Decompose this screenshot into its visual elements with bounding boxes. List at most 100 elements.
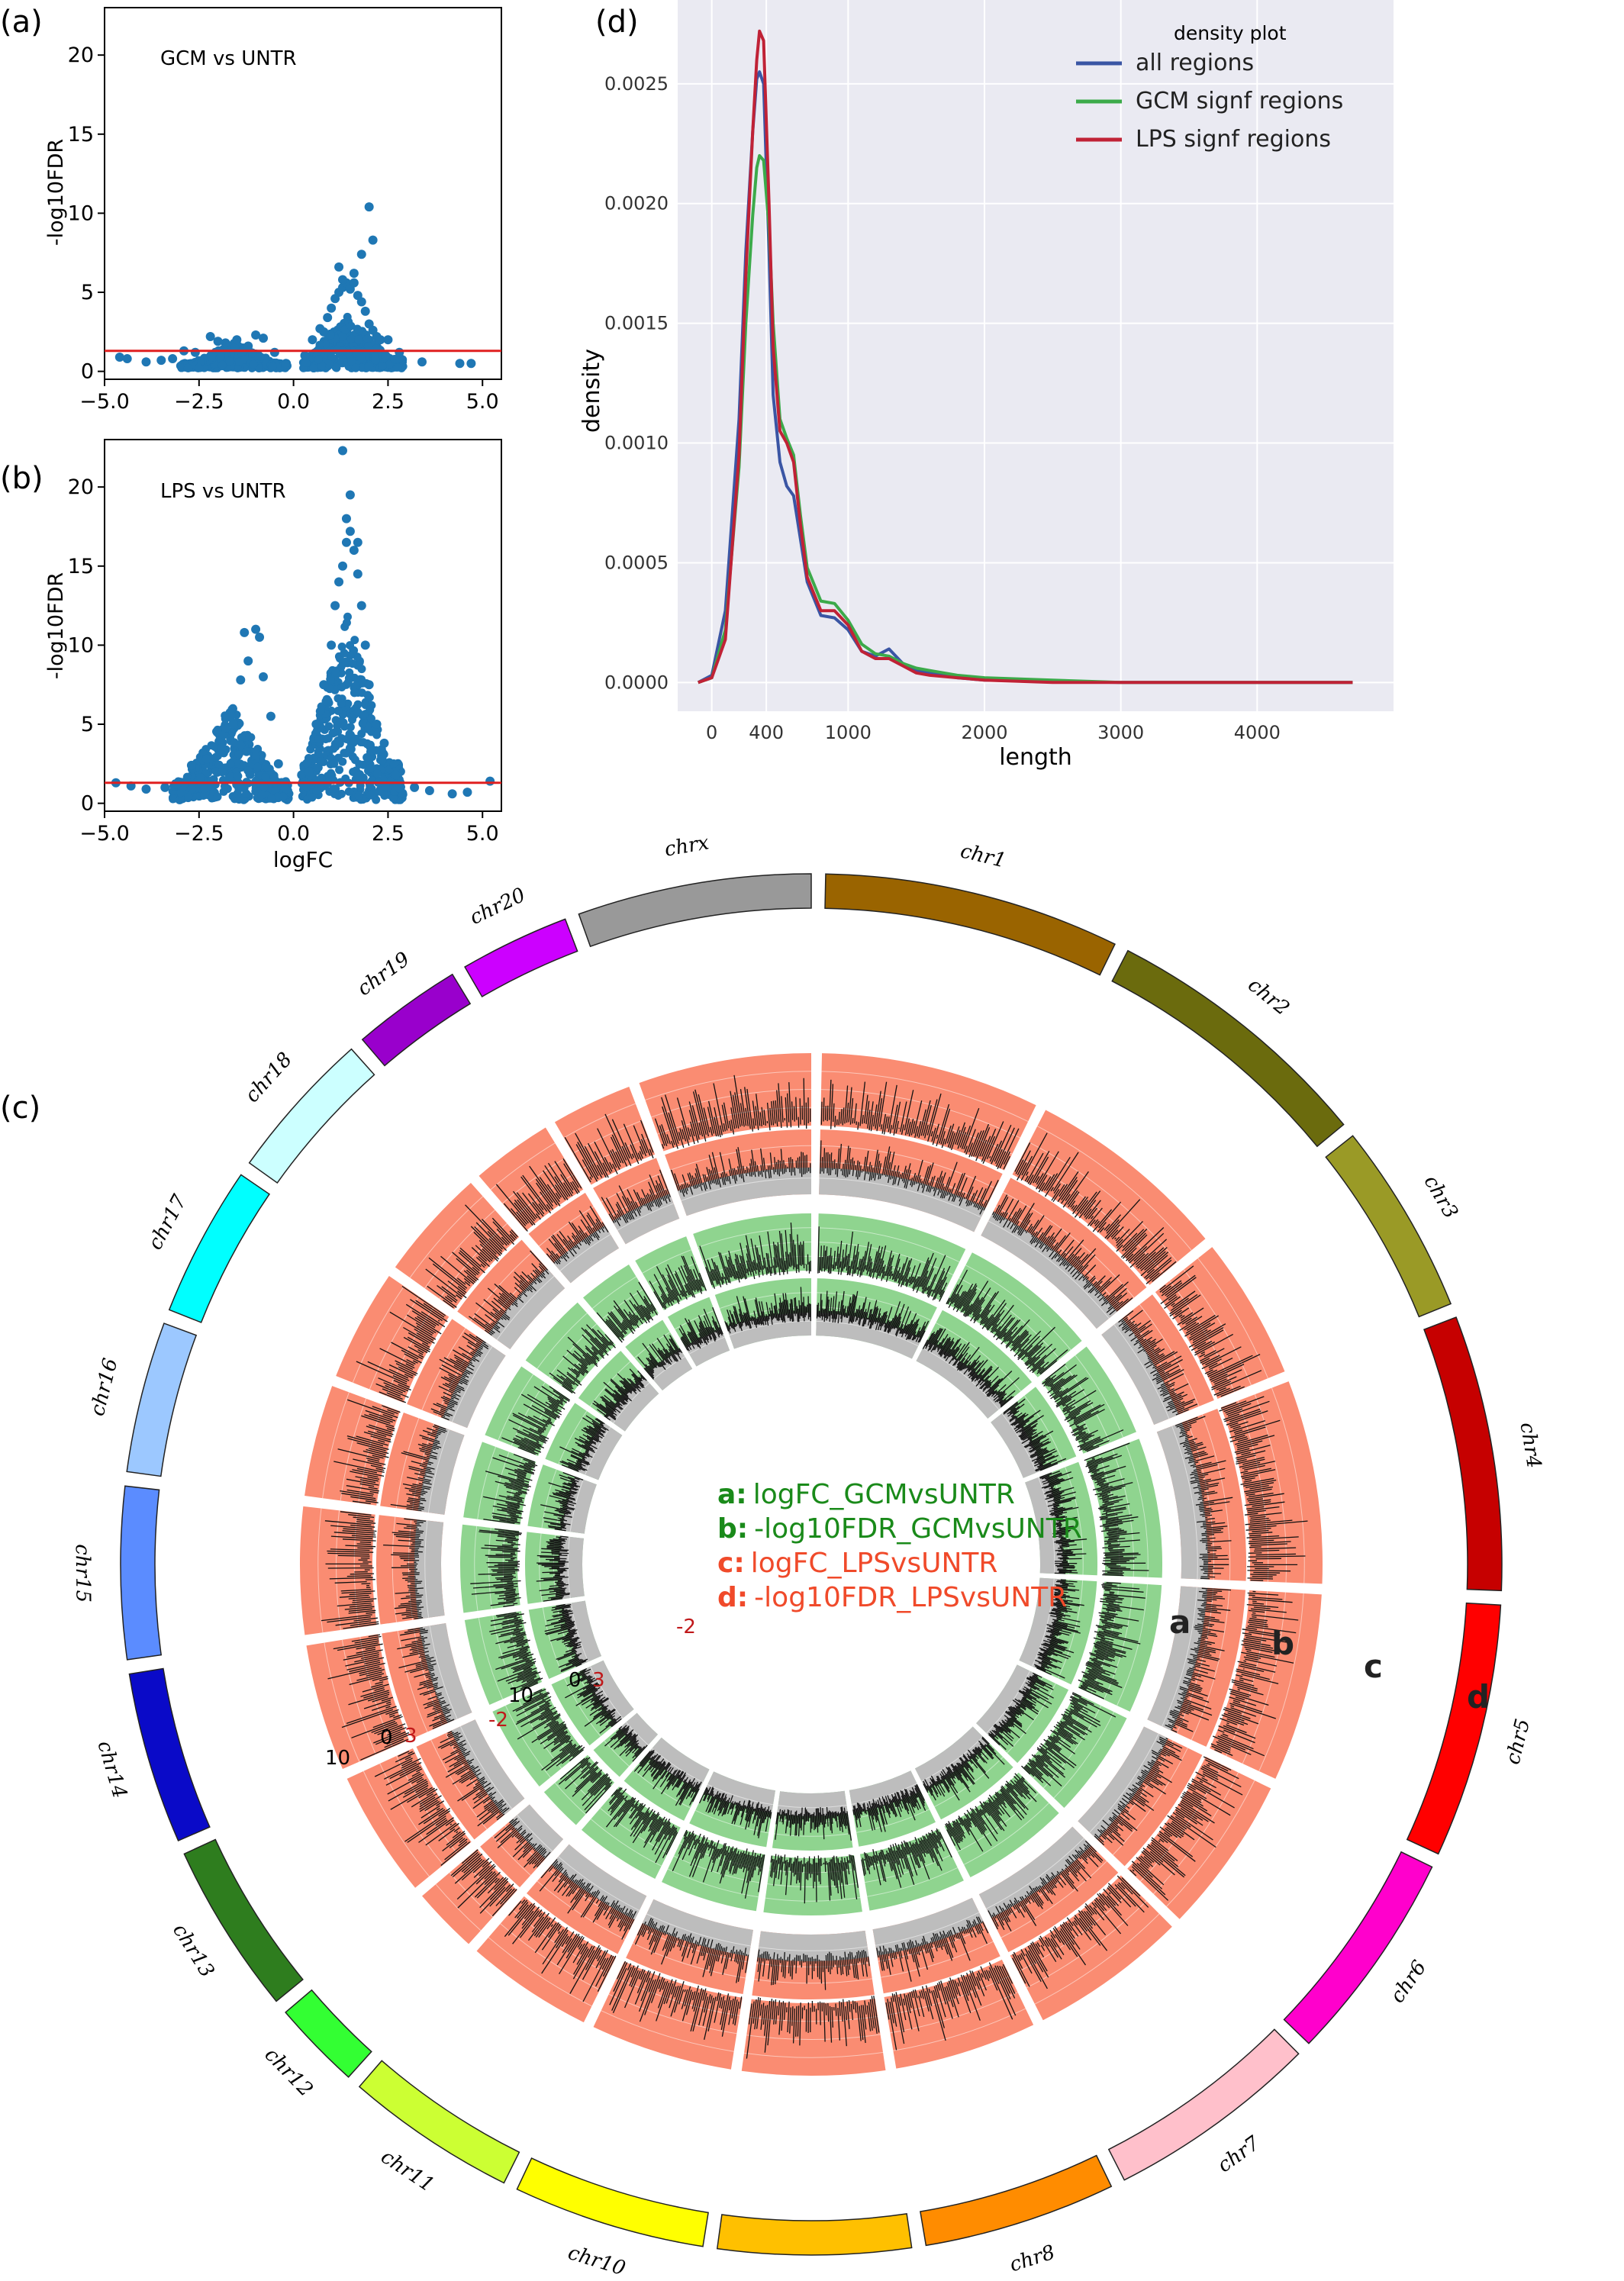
track-gridline bbox=[934, 1757, 1004, 1807]
track-gridline bbox=[539, 1533, 543, 1603]
x-tick-label: 2000 bbox=[961, 722, 1007, 743]
data-point bbox=[273, 759, 283, 768]
data-point bbox=[333, 721, 342, 730]
circos-plot: chr1chr2chr3chr4chr5chr6chr7chr8chr9chr1… bbox=[71, 831, 1545, 2280]
data-point bbox=[315, 340, 324, 350]
track-gridline bbox=[504, 1705, 551, 1778]
chromosome-label: chr7 bbox=[1213, 2131, 1265, 2177]
data-point bbox=[346, 321, 356, 330]
track-gridline bbox=[408, 1519, 414, 1620]
data-point bbox=[324, 733, 333, 743]
track-signal bbox=[678, 1306, 723, 1352]
track-gridline bbox=[695, 1809, 769, 1834]
data-point bbox=[362, 334, 372, 343]
legend-label: all regions bbox=[1136, 50, 1254, 76]
y-tick-label: 10 bbox=[68, 201, 94, 225]
track-baseline bbox=[978, 1826, 1091, 1919]
track-baseline bbox=[577, 1422, 623, 1480]
data-point bbox=[365, 764, 374, 773]
data-point bbox=[334, 736, 343, 746]
track-signal bbox=[1174, 1416, 1233, 1580]
track-gridline bbox=[1176, 1588, 1214, 1734]
track-gridline bbox=[986, 1838, 1084, 1909]
data-point bbox=[395, 784, 404, 793]
track-gridline bbox=[424, 1210, 495, 1289]
track-signal bbox=[437, 1730, 510, 1827]
track-baseline bbox=[450, 1719, 525, 1815]
track-gridline bbox=[611, 1300, 652, 1331]
chromosome-block bbox=[1325, 1135, 1452, 1318]
chromosome-block bbox=[1406, 1602, 1502, 1855]
chromosome-block bbox=[516, 2157, 709, 2247]
track-gridline bbox=[651, 1089, 812, 1118]
legend-a: a: logFC_GCMvsUNTR bbox=[717, 1479, 1015, 1510]
track-gridline bbox=[682, 1323, 720, 1342]
data-point bbox=[259, 333, 268, 343]
data-point bbox=[378, 361, 387, 370]
track-gridline bbox=[488, 1527, 493, 1609]
data-point bbox=[236, 675, 246, 685]
chromosome-label: chr11 bbox=[377, 2145, 439, 2197]
track-gridline bbox=[754, 1978, 872, 1984]
chromosome-block bbox=[1111, 949, 1345, 1148]
track-signal bbox=[633, 1749, 702, 1806]
track-gridline bbox=[362, 1770, 430, 1877]
track-signal bbox=[605, 1786, 678, 1864]
data-point bbox=[337, 332, 346, 341]
track-gridline bbox=[435, 1883, 482, 1931]
track-gridline bbox=[437, 1337, 479, 1416]
data-point bbox=[269, 347, 279, 357]
data-point bbox=[314, 355, 323, 364]
data-point bbox=[308, 793, 317, 802]
scale-label-outer-neg2: -2 bbox=[488, 1709, 508, 1732]
track-gridline bbox=[1007, 1683, 1056, 1754]
chromosome-block bbox=[824, 873, 1116, 976]
data-point bbox=[259, 672, 268, 681]
data-point bbox=[360, 306, 370, 316]
data-point bbox=[253, 762, 262, 772]
track-gridline bbox=[451, 1346, 493, 1422]
density-plot: 0 400 1000 2000 3000 4000 0.0000 0.0005 0.0010 0… bbox=[578, 0, 1394, 771]
chromosome-label: chr15 bbox=[71, 1544, 95, 1603]
track-gridline bbox=[675, 1310, 715, 1330]
data-point bbox=[327, 768, 336, 778]
data-point bbox=[269, 773, 279, 782]
data-point bbox=[382, 351, 391, 360]
track-gridline bbox=[1183, 1269, 1252, 1386]
track-baseline bbox=[562, 1600, 602, 1666]
track-gridline bbox=[816, 1320, 919, 1347]
data-point bbox=[351, 363, 360, 372]
data-point bbox=[316, 757, 325, 766]
data-point bbox=[220, 781, 229, 791]
track-baseline bbox=[1156, 1422, 1208, 1580]
x-tick-label: −5.0 bbox=[79, 822, 130, 846]
plot-background bbox=[678, 0, 1394, 711]
track-signal bbox=[601, 1169, 671, 1226]
data-point bbox=[340, 649, 349, 658]
data-point bbox=[240, 627, 250, 637]
track-gridline bbox=[765, 1897, 861, 1902]
track-signal bbox=[1118, 1310, 1198, 1416]
chromosome-block bbox=[358, 2060, 520, 2184]
panel-label-d: (d) bbox=[595, 5, 639, 40]
data-point bbox=[316, 706, 325, 715]
track-baseline bbox=[559, 1535, 585, 1600]
track-gridline bbox=[633, 1770, 691, 1809]
track-signal bbox=[558, 1757, 613, 1814]
track-gridline bbox=[1254, 1394, 1287, 1583]
track-gridline bbox=[517, 1815, 553, 1852]
data-point bbox=[160, 782, 170, 792]
track-gridline bbox=[673, 1855, 761, 1883]
track-gridline bbox=[707, 1783, 774, 1806]
data-point bbox=[334, 262, 344, 272]
scale-label-inner-neg2: -2 bbox=[676, 1616, 696, 1638]
data-point bbox=[207, 353, 216, 362]
chromosome-block bbox=[285, 1989, 372, 2078]
data-point bbox=[302, 782, 311, 791]
data-point bbox=[227, 712, 236, 721]
track-signal bbox=[820, 1140, 999, 1215]
track-gridline bbox=[875, 1912, 980, 1946]
track-baseline bbox=[685, 1329, 730, 1367]
data-point bbox=[366, 740, 375, 749]
